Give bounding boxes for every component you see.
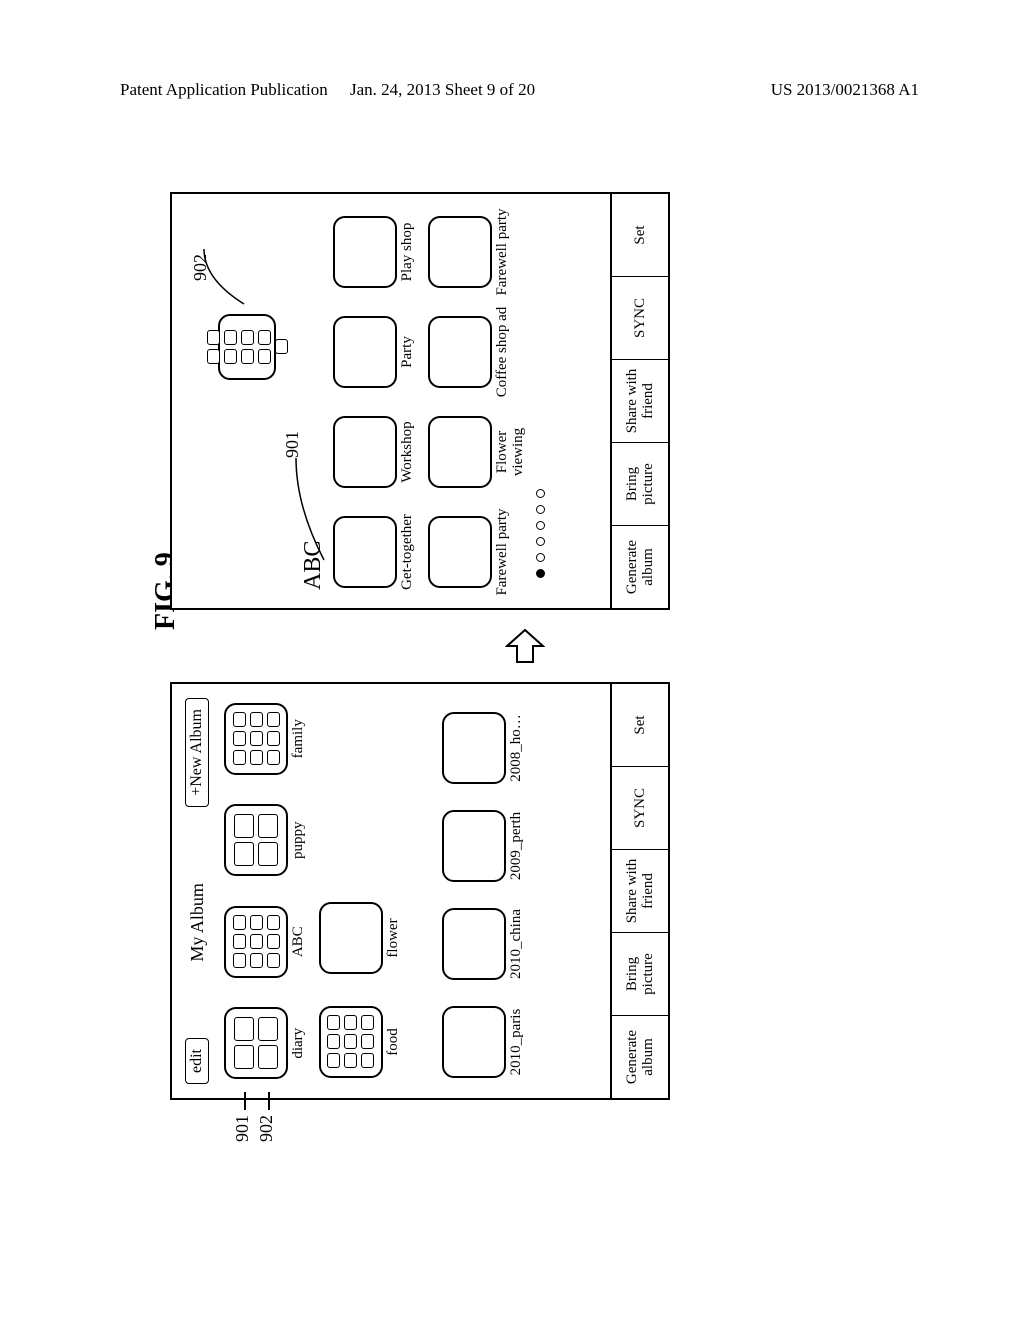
panel1-topbar: edit My Album +New Album [182, 696, 212, 1086]
album-label: 2009_perth [509, 812, 525, 880]
thumb-icon [224, 906, 288, 978]
panel-my-album: 901 902 edit My Album +New Album [170, 682, 670, 1100]
btn-set[interactable]: Set [612, 194, 668, 276]
panel1-bottom-bar: Generate album Bring picture Share with … [610, 684, 668, 1098]
album-label: Coffee shop ad [495, 306, 511, 398]
btn-bring-picture[interactable]: Bring picture [612, 442, 668, 525]
page-dot-icon [536, 489, 545, 498]
page-dot-icon [536, 505, 545, 514]
album-label: puppy [291, 822, 307, 860]
panel1-title: My Album [187, 883, 208, 962]
thumb-icon [333, 516, 397, 588]
panel1-row1: diary ABC [224, 696, 307, 1086]
album-label: diary [291, 1028, 307, 1059]
album-label: flower [386, 918, 402, 957]
album-play-shop[interactable]: Play shop [333, 208, 416, 296]
thumb-icon [333, 216, 397, 288]
panel1-row3: 2010_paris 2010_china 2009_perth 20 [442, 696, 525, 1086]
album-label: Play shop [400, 223, 416, 282]
thumb-icon [319, 902, 383, 974]
album-label: Workshop [400, 421, 416, 482]
thumb-icon [428, 516, 492, 588]
album-food[interactable]: food [319, 998, 402, 1086]
header-left: Patent Application Publication [120, 80, 328, 100]
page-dot-icon [536, 569, 545, 578]
edit-button[interactable]: edit [185, 1038, 209, 1084]
album-label: 2008_ho… [509, 714, 525, 782]
thumb-icon [333, 316, 397, 388]
btn-share-friend[interactable]: Share with friend [612, 359, 668, 442]
panel2-row1: Get-together Workshop Party Play sh [333, 206, 416, 596]
thumb-icon [224, 1007, 288, 1079]
album-label: Farewell party [495, 206, 511, 298]
panel-abc-detail: 902 901 [170, 192, 670, 610]
album-farewell-1[interactable]: Farewell party [428, 508, 527, 596]
album-2009-perth[interactable]: 2009_perth [442, 802, 525, 890]
panel2-row2: Farewell party Flower viewing Coffee sho… [428, 206, 527, 596]
thumb-icon [442, 908, 506, 980]
thumb-icon [442, 1006, 506, 1078]
page-dot-icon [536, 537, 545, 546]
panel1-row2: food flower [319, 696, 402, 1086]
thumb-icon [442, 712, 506, 784]
album-label: family [291, 719, 307, 758]
page-dots[interactable] [536, 206, 545, 578]
thumb-icon [224, 703, 288, 775]
ref-901-left: 901 [232, 1115, 253, 1142]
thumb-icon [442, 810, 506, 882]
album-label: Farewell party [495, 506, 511, 598]
album-abc[interactable]: ABC [224, 899, 307, 985]
thumb-icon [428, 316, 492, 388]
album-2010-china[interactable]: 2010_china [442, 900, 525, 988]
album-label: 2010_paris [509, 1009, 525, 1076]
panel2-bottom-bar: Generate album Bring picture Share with … [610, 194, 668, 608]
album-diary[interactable]: diary [224, 1001, 307, 1087]
thumb-icon [428, 216, 492, 288]
thumb-icon [428, 416, 492, 488]
btn-sync[interactable]: SYNC [612, 276, 668, 359]
album-2010-paris[interactable]: 2010_paris [442, 998, 525, 1086]
album-puppy[interactable]: puppy [224, 798, 307, 884]
album-coffee-shop-ad[interactable]: Coffee shop ad [428, 308, 527, 396]
album-flower-viewing[interactable]: Flower viewing [428, 408, 527, 496]
album-get-together[interactable]: Get-together [333, 508, 416, 596]
header-center: Jan. 24, 2013 Sheet 9 of 20 [350, 80, 535, 100]
page-dot-icon [536, 553, 545, 562]
album-label: Flower viewing [495, 406, 527, 498]
btn-sync[interactable]: SYNC [612, 766, 668, 849]
album-family[interactable]: family [224, 696, 307, 782]
header-right: US 2013/0021368 A1 [771, 80, 919, 100]
btn-share-friend[interactable]: Share with friend [612, 849, 668, 932]
album-farewell-2[interactable]: Farewell party [428, 208, 527, 296]
new-album-button[interactable]: +New Album [185, 698, 209, 807]
thumb-icon [319, 1006, 383, 1078]
album-label: ABC [291, 926, 307, 957]
thumb-icon [224, 804, 288, 876]
album-workshop[interactable]: Workshop [333, 408, 416, 496]
thumb-icon [333, 416, 397, 488]
page-dot-icon [536, 521, 545, 530]
album-2008-ho[interactable]: 2008_ho… [442, 704, 525, 792]
album-label: Party [400, 336, 416, 368]
album-flower[interactable]: flower [319, 894, 402, 982]
album-label: food [386, 1028, 402, 1056]
ref-902-left: 902 [256, 1115, 277, 1142]
transition-arrow-icon [505, 628, 545, 664]
album-party[interactable]: Party [333, 308, 416, 396]
album-label: 2010_china [509, 909, 525, 979]
figure-9: 901 902 edit My Album +New Album [170, 190, 670, 1100]
btn-set[interactable]: Set [612, 684, 668, 766]
btn-generate-album[interactable]: Generate album [612, 525, 668, 608]
btn-generate-album[interactable]: Generate album [612, 1015, 668, 1098]
panel2-grid-icon[interactable] [218, 314, 276, 380]
btn-bring-picture[interactable]: Bring picture [612, 932, 668, 1015]
album-label: Get-together [400, 514, 416, 590]
